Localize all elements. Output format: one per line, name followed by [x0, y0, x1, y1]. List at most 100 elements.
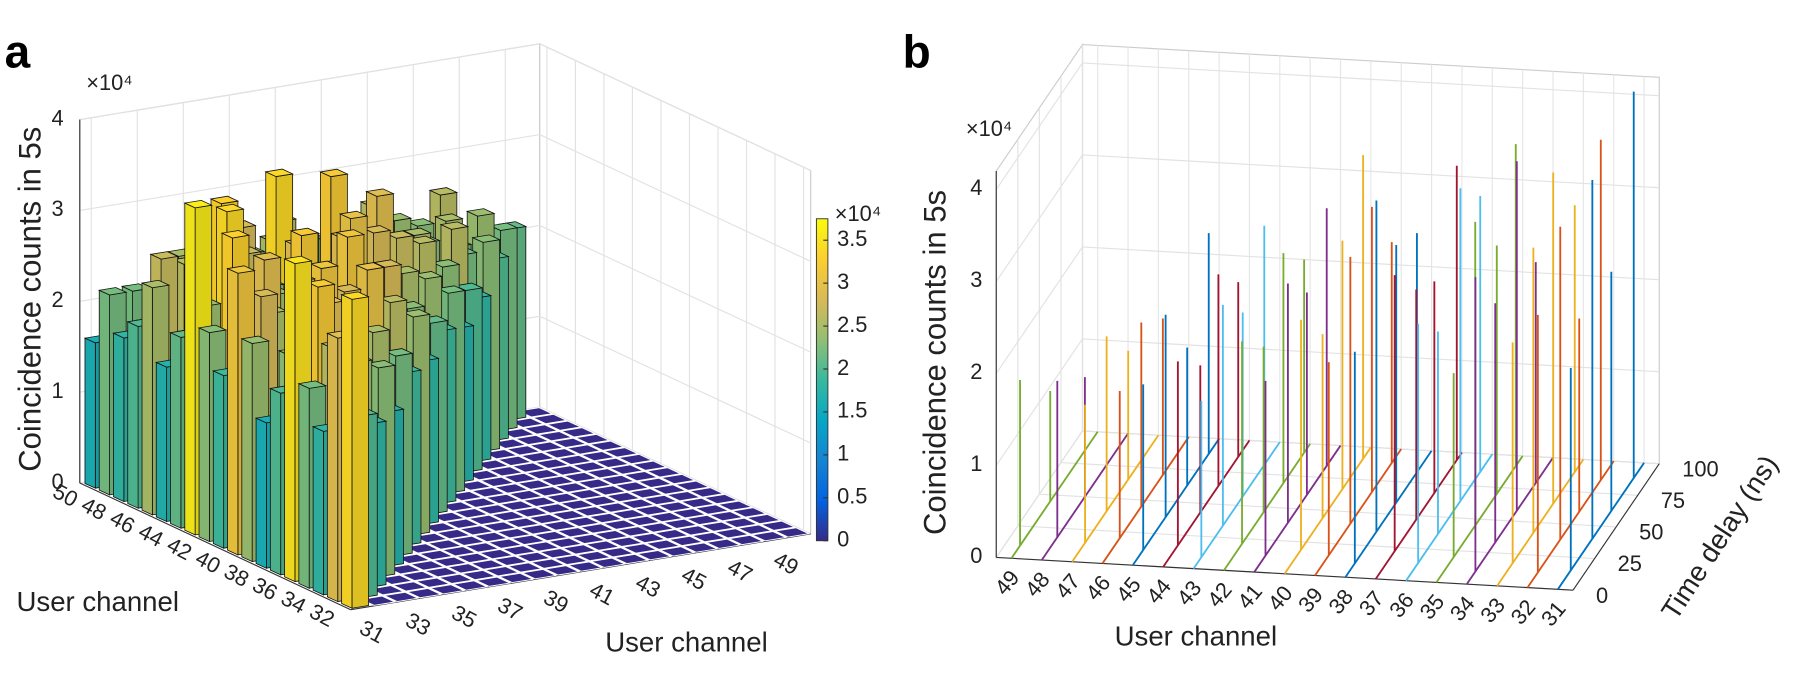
z-tick-label: 1: [52, 378, 64, 403]
floor-tile: [487, 466, 525, 477]
floor-tile: [509, 534, 547, 545]
grid-line: [1038, 107, 1617, 528]
bar-top: [319, 168, 349, 178]
floor-tile: [667, 535, 705, 547]
bar-top: [215, 203, 245, 213]
bar-face: [141, 282, 153, 516]
bar-top: [97, 287, 128, 296]
floor-tile: [566, 561, 604, 572]
floor-tile: [613, 481, 651, 492]
floor-tile: [546, 537, 584, 548]
floor-tile: [516, 479, 553, 490]
grid-line: [79, 133, 811, 262]
colorbar-tick-label: 1.5: [837, 398, 867, 423]
floor-tile: [750, 531, 788, 542]
floor-tile: [713, 528, 751, 539]
floor-tile: [551, 437, 588, 448]
bar-face: [298, 383, 310, 589]
floor-tile: [570, 461, 608, 472]
bar-top: [183, 199, 214, 209]
floor-tile: [630, 532, 667, 544]
x-axis-label: User channel: [1115, 621, 1278, 652]
y-tick-label: 38: [220, 559, 253, 592]
bar-face: [255, 417, 267, 569]
floor-tile: [498, 500, 536, 511]
x-tick-label: 45: [678, 562, 711, 595]
x-tick-label: 34: [1445, 591, 1480, 626]
bar-top: [220, 230, 251, 239]
bar-top: [140, 279, 171, 289]
floor-tile: [492, 555, 529, 566]
bar-face: [170, 332, 182, 529]
floor-tile: [405, 587, 443, 599]
x-tick-label: 42: [1202, 577, 1237, 612]
floor-tile: [500, 545, 538, 556]
x-tick-label: 47: [724, 554, 757, 587]
floor-tile: [619, 498, 656, 509]
floor-tile: [483, 566, 521, 577]
baseline: [1253, 445, 1342, 573]
floor-tile: [466, 514, 504, 525]
floor-tile: [550, 510, 587, 521]
bar-face: [127, 321, 139, 509]
bar-face: [212, 370, 225, 549]
floor-tile: [602, 447, 640, 458]
floor-tile: [544, 492, 582, 504]
floor-tile: [636, 477, 674, 488]
floor-tile: [565, 444, 603, 455]
z-multiplier: ×10⁴: [86, 70, 132, 95]
bar-face: [98, 289, 110, 496]
x-tick-label: 35: [1415, 589, 1450, 624]
floor-tile: [661, 518, 699, 529]
floor-tile: [707, 511, 745, 522]
floor-tile: [555, 527, 593, 538]
baseline: [1435, 455, 1524, 583]
floor-tile: [536, 431, 574, 442]
z-tick-label: 2: [970, 359, 982, 384]
bar-top: [465, 208, 496, 217]
bar-top: [252, 252, 283, 261]
bar-top: [240, 335, 271, 344]
floor-tile: [538, 548, 575, 559]
floor-tile: [759, 520, 797, 531]
floor-tile: [504, 517, 541, 528]
floor-tile: [530, 486, 568, 497]
floor-tile: [590, 485, 628, 496]
floor-tile: [579, 451, 617, 462]
floor-tile: [507, 490, 545, 501]
floor-tile: [545, 420, 583, 431]
floor-tile: [553, 482, 591, 493]
floor-tile: [635, 550, 673, 561]
bar-face: [312, 426, 324, 596]
floor-tile: [474, 576, 512, 587]
x-tick-label: 33: [402, 607, 435, 640]
floor-tile: [690, 531, 728, 543]
colorbar-multiplier: ×10⁴: [835, 201, 881, 226]
floor-tile: [505, 445, 542, 456]
z-tick-label: 3: [52, 196, 64, 221]
floor-tile: [612, 553, 650, 565]
x-tick-label: 39: [540, 584, 573, 617]
floor-tile: [679, 497, 717, 508]
x-tick-label: 41: [586, 577, 619, 610]
bar-top: [209, 195, 240, 205]
floor-tile: [547, 465, 585, 476]
baseline: [1405, 453, 1494, 582]
x-tick-label: 35: [448, 600, 481, 633]
y-tick-label: 100: [1682, 456, 1718, 481]
floor-tile: [684, 514, 722, 526]
floor-tile: [469, 559, 506, 570]
floor-tile: [477, 548, 515, 560]
floor-tile: [598, 547, 636, 558]
floor-tile: [773, 527, 811, 538]
floor-tile: [658, 546, 696, 557]
floor-tile: [512, 507, 550, 518]
floor-tile: [520, 568, 558, 580]
y-axis-label: Time delay (ns): [1655, 450, 1784, 625]
colorbar-tick-label: 1: [837, 441, 849, 466]
x-tick-label: 43: [632, 569, 665, 602]
floor-tile: [414, 577, 452, 588]
floor-tile: [428, 584, 466, 595]
y-tick-label: 34: [277, 585, 310, 618]
